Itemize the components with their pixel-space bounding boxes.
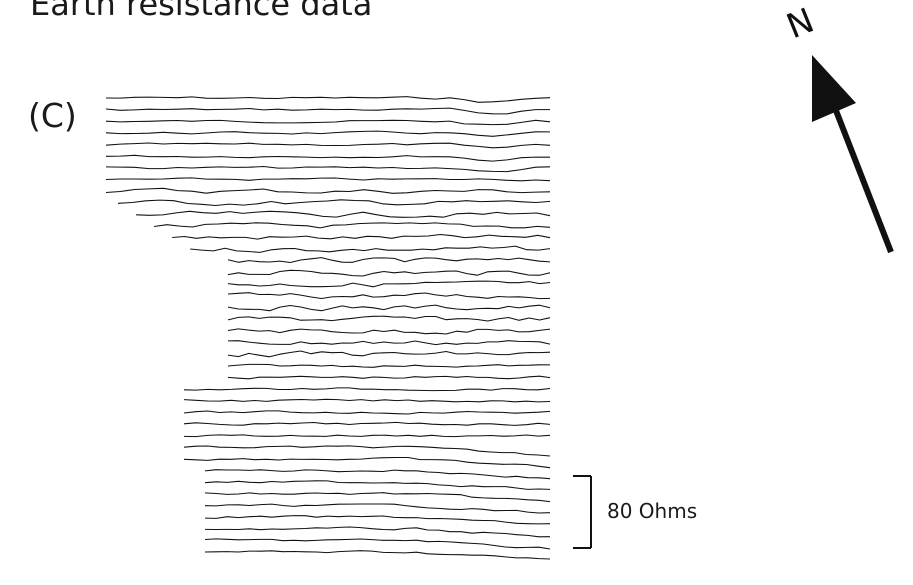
panel-label: (C): [28, 96, 77, 135]
resistance-trace-25: [227, 375, 551, 380]
resistance-trace-3: [105, 119, 551, 126]
resistance-trace-33: [204, 469, 551, 480]
resistance-trace-23: [227, 350, 551, 358]
resistance-trace-11: [136, 210, 551, 218]
resistance-trace-35: [204, 492, 551, 503]
scale-bar-label: 80 Ohms: [607, 499, 698, 523]
resistance-trace-4: [105, 130, 551, 137]
resistance-trace-34: [204, 480, 551, 490]
resistance-trace-22: [227, 340, 551, 346]
resistance-trace-32: [183, 456, 551, 469]
north-arrow-shaft: [832, 106, 894, 254]
resistance-trace-16: [227, 269, 551, 277]
resistance-trace-1: [105, 96, 551, 103]
resistance-trace-28: [183, 410, 551, 415]
scale-bar: [573, 475, 592, 549]
resistance-trace-2: [105, 107, 550, 115]
resistance-trace-30: [183, 434, 551, 438]
resistance-trace-36: [204, 503, 551, 514]
resistance-trace-7: [105, 165, 551, 173]
resistance-trace-13: [172, 233, 551, 240]
trace-group: [105, 96, 551, 560]
resistance-trace-5: [105, 142, 551, 149]
north-label: N: [781, 1, 820, 48]
north-arrow: N: [781, 1, 894, 254]
resistance-trace-38: [204, 526, 551, 538]
resistance-trace-40: [204, 550, 551, 560]
resistance-trace-26: [183, 387, 551, 392]
resistance-trace-9: [105, 187, 551, 194]
figure-title: Earth resistance data: [30, 0, 373, 23]
resistance-trace-19: [227, 304, 551, 312]
resistance-trace-27: [183, 398, 551, 403]
resistance-trace-21: [227, 328, 551, 335]
resistance-trace-18: [227, 292, 551, 300]
resistance-trace-31: [183, 445, 551, 457]
north-arrow-head: [812, 55, 856, 122]
resistance-trace-29: [183, 421, 551, 426]
resistance-trace-10: [117, 199, 551, 207]
resistance-trace-12: [154, 222, 551, 229]
resistance-trace-24: [227, 363, 551, 368]
resistance-trace-37: [204, 515, 551, 525]
resistance-trace-6: [105, 154, 551, 162]
resistance-trace-20: [227, 315, 551, 322]
resistance-trace-15: [227, 257, 551, 264]
resistance-trace-14: [190, 245, 551, 253]
resistance-trace-17: [227, 280, 551, 288]
resistance-trace-39: [204, 538, 551, 550]
resistance-trace-8: [105, 177, 551, 182]
